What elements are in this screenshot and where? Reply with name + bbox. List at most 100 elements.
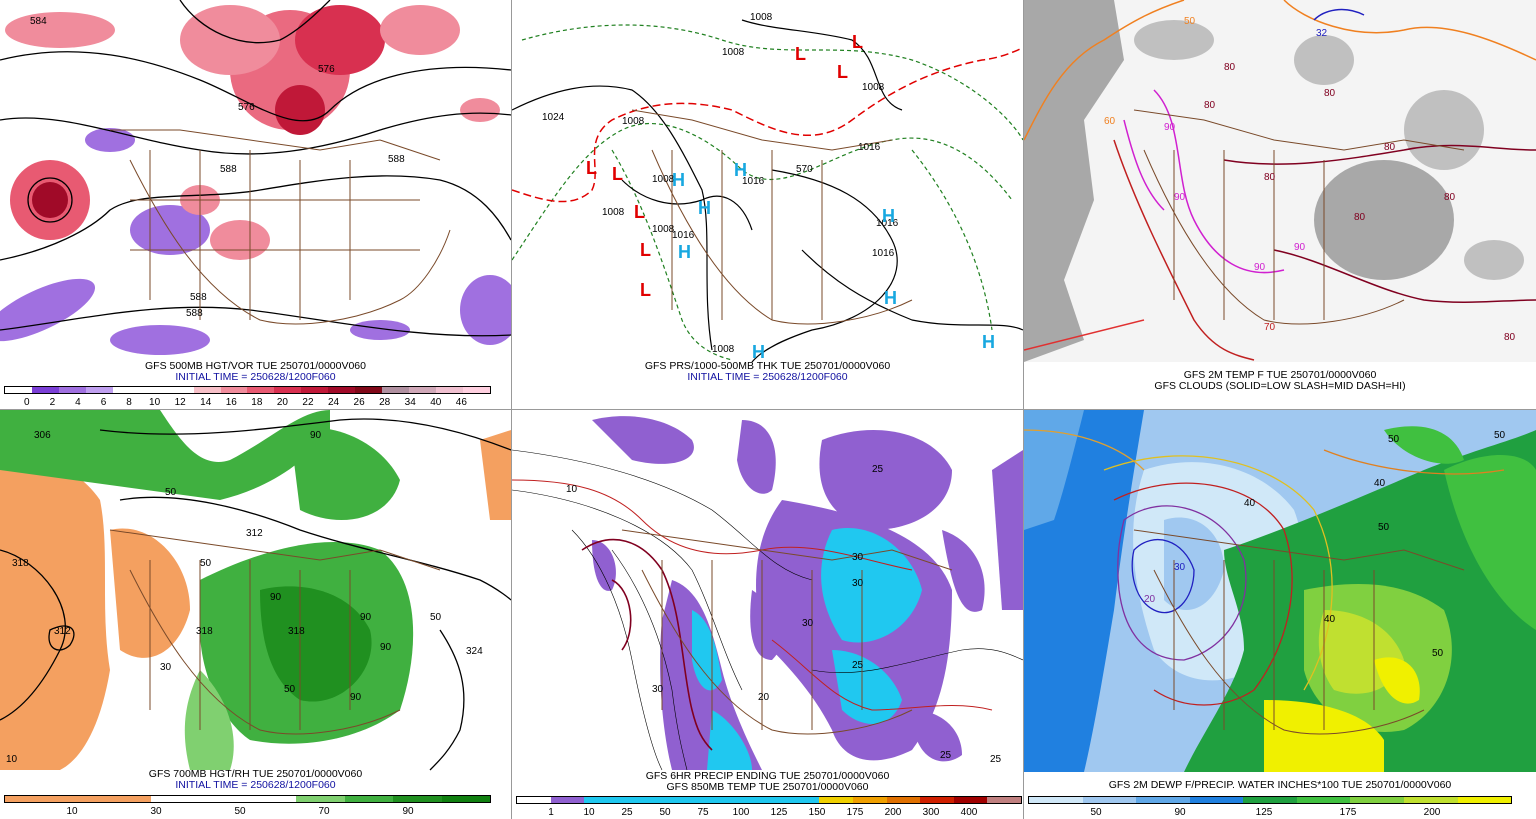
svg-text:80: 80: [1224, 62, 1236, 73]
colorbar-tick-label: 50: [234, 806, 246, 817]
map-2m-temp: 80 80 80 80 80 80 80 80 90 90 90 90 70 60 50 32: [1024, 0, 1536, 362]
colorbar-swatch: [328, 387, 356, 393]
svg-text:90: 90: [1174, 192, 1186, 203]
svg-text:90: 90: [380, 642, 392, 653]
colorbar-tick-label: 6: [100, 397, 107, 408]
svg-text:30: 30: [160, 662, 172, 673]
colorbar-tick-label: 22: [302, 397, 314, 408]
svg-text:90: 90: [270, 592, 282, 603]
colorbar-ticks: 50 90 125 175 200: [1054, 807, 1474, 818]
colorbar-swatch: [393, 796, 442, 802]
borders: [110, 129, 451, 325]
svg-text:H: H: [884, 288, 897, 308]
svg-text:60: 60: [1104, 116, 1116, 127]
colorbar-swatch: [274, 387, 302, 393]
colorbar-tick-label: 50: [1090, 807, 1102, 818]
dewpoint-contours: [1024, 429, 1505, 706]
svg-text:L: L: [852, 32, 863, 52]
colorbar-swatch: [1296, 797, 1351, 803]
colorbar-vorticity: [4, 386, 491, 394]
colorbar-tick-label: 14: [200, 397, 212, 408]
vorticity-shading: [0, 5, 511, 355]
svg-text:70: 70: [1264, 322, 1276, 333]
colorbar-tick-label: 1: [548, 807, 554, 818]
colorbar-swatch: [987, 797, 1021, 803]
svg-text:318: 318: [12, 558, 29, 569]
svg-text:90: 90: [1164, 122, 1176, 133]
colorbar-swatch: [382, 387, 410, 393]
svg-text:50: 50: [1432, 648, 1444, 659]
svg-text:1008: 1008: [652, 174, 675, 185]
panel-2m-dewp-pwat[interactable]: 50 50 50 50 40 40 40 30 20 GFS 2M DEWP F/PREC…: [1024, 410, 1536, 819]
borders: [621, 529, 953, 735]
panel-6hr-precip-850mb[interactable]: 30 30 30 30 20 10 25 25 25 25 GFS 6HR PRECIP E…: [512, 410, 1023, 819]
colorbar-tick-label: 125: [1255, 807, 1273, 818]
colorbar-swatch: [819, 797, 853, 803]
colorbar-swatch: [550, 797, 585, 803]
caption-line2: GFS 850MB TEMP TUE 250701/0000V060: [666, 781, 869, 793]
svg-text:50: 50: [430, 612, 442, 623]
colorbar-swatch: [1243, 797, 1297, 803]
svg-text:1016: 1016: [858, 142, 881, 153]
svg-text:80: 80: [1444, 192, 1456, 203]
colorbar-pwat: [1028, 796, 1512, 804]
caption-line2: INITIAL TIME = 250628/1200F060: [175, 779, 336, 791]
colorbar-swatch: [1136, 797, 1190, 803]
colorbar-tick-label: 46: [455, 397, 467, 408]
colorbar-tick-label: 100: [732, 807, 750, 818]
colorbar-swatch: [247, 387, 275, 393]
svg-text:L: L: [837, 62, 848, 82]
colorbar-swatch: [220, 387, 248, 393]
contour-labels: 306 318 312 50 50 50 90 90 90 90 90 312 318 318 3…: [6, 430, 483, 765]
colorbar-tick-label: 16: [225, 397, 237, 408]
colorbar-tick-label: 0: [24, 397, 30, 408]
svg-text:30: 30: [1174, 562, 1186, 573]
colorbar-ticks: 10 30 50 70 90: [30, 806, 450, 817]
colorbar-ticks: 1 10 25 50 75 100 125 150 175 200 300 400: [532, 807, 988, 818]
colorbar-swatch: [1350, 797, 1404, 803]
panel-2m-temp-clouds[interactable]: 80 80 80 80 80 80 80 80 90 90 90 90 70 60 50 32 G…: [1024, 0, 1536, 409]
temp-labels: 30 30 30 30 20 10 25 25 25 25: [566, 464, 1002, 765]
colorbar-swatch: [920, 797, 954, 803]
colorbar-tick-label: 10: [583, 807, 595, 818]
height-contours: [0, 0, 511, 337]
colorbar-tick-label: 12: [174, 397, 186, 408]
svg-text:1008: 1008: [622, 116, 645, 127]
svg-text:L: L: [586, 158, 597, 178]
colorbar-swatch: [785, 797, 820, 803]
caption-line1: GFS PRS/1000-500MB THK TUE 250701/0000V0…: [644, 360, 891, 372]
colorbar-tick-label: 75: [697, 807, 709, 818]
svg-text:1016: 1016: [672, 230, 695, 241]
svg-text:584: 584: [30, 16, 47, 27]
borders: [1133, 529, 1465, 735]
svg-text:40: 40: [1374, 478, 1386, 489]
svg-text:40: 40: [1244, 498, 1256, 509]
svg-text:20: 20: [758, 692, 770, 703]
svg-text:20: 20: [1144, 594, 1156, 605]
colorbar-swatch: [953, 797, 988, 803]
cloud-shading: [1024, 0, 1524, 362]
svg-text:80: 80: [1504, 332, 1516, 343]
svg-text:312: 312: [246, 528, 263, 539]
colorbar-tick-label: 8: [126, 397, 132, 408]
panel-700mb-hgt-rh[interactable]: 306 318 312 50 50 50 90 90 90 90 90 312 318 318 3…: [0, 410, 511, 819]
svg-text:318: 318: [288, 626, 305, 637]
svg-text:90: 90: [1294, 242, 1306, 253]
colorbar-swatch: [718, 797, 753, 803]
colorbar-tick-label: 25: [621, 807, 633, 818]
colorbar-swatch: [355, 387, 383, 393]
svg-text:50: 50: [200, 558, 212, 569]
colorbar-swatch: [301, 387, 329, 393]
colorbar-tick-label: 175: [846, 807, 864, 818]
colorbar-swatch: [409, 387, 436, 393]
svg-text:1016: 1016: [872, 248, 895, 259]
colorbar-swatch: [344, 796, 393, 802]
colorbar-swatch: [617, 797, 652, 803]
svg-text:H: H: [698, 198, 711, 218]
panel-500mb-hgt-vor[interactable]: 584 576 588 588 588 588 576 GFS 500MB HGT/V…: [0, 0, 511, 409]
borders: [1133, 109, 1465, 325]
panel-prs-thk[interactable]: 1008 1008 1008 1024 1016 1008 1008 1008 1016 1…: [512, 0, 1023, 409]
colorbar-swatch: [852, 797, 887, 803]
